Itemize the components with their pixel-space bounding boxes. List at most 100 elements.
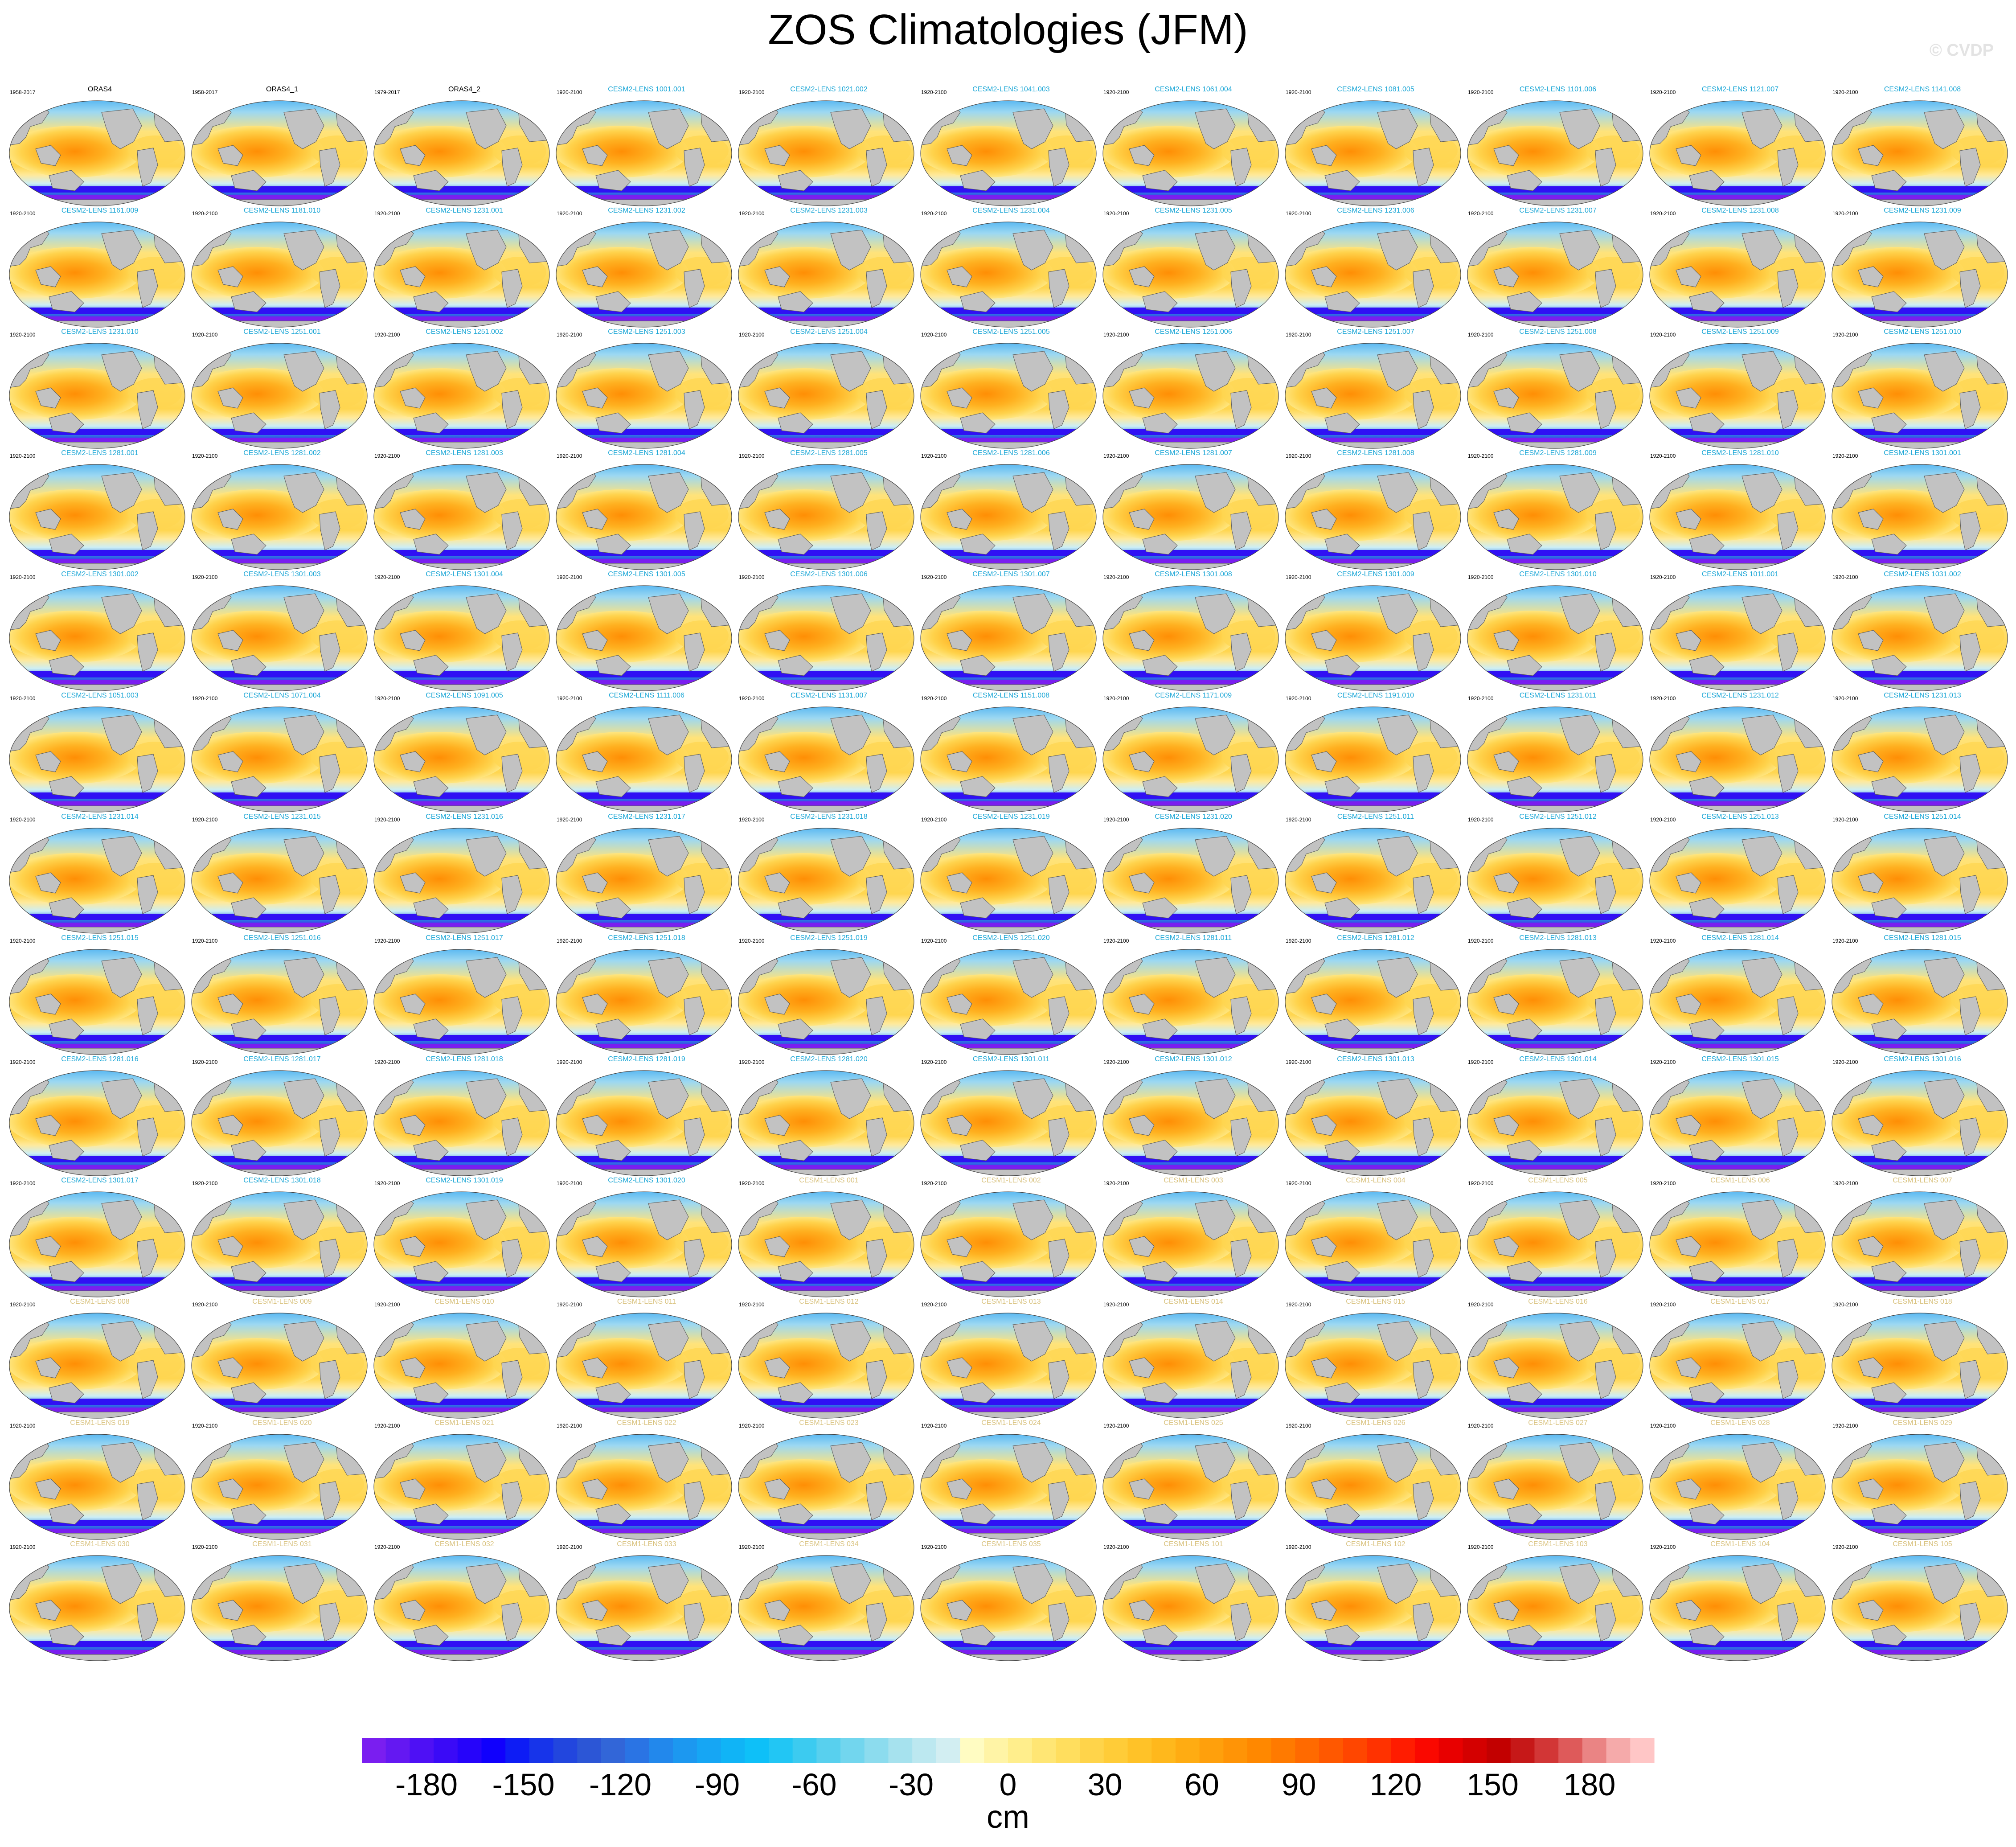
map-panel: 1920-2100 CESM2-LENS 1231.006 [1278,207,1461,328]
global-map [1649,706,1826,813]
map-panel: 1920-2100 CESM2-LENS 1301.020 [549,1177,732,1298]
global-map [191,1070,368,1176]
map-panel: 1920-2100 CESM2-LENS 1231.014 [2,813,185,934]
panel-title: CESM1-LENS 035 [981,1540,1041,1548]
global-map [9,1070,185,1176]
panel-title: CESM2-LENS 1301.006 [790,571,868,578]
panel-period: 1920-2100 [1832,695,1858,702]
map-panel: 1920-2100 CESM2-LENS 1171.009 [1095,692,1279,813]
panel-title: CESM2-LENS 1281.005 [790,449,868,457]
colorbar-tick-label: -60 [791,1767,836,1801]
map-panel: 1920-2100 CESM2-LENS 1251.009 [1642,328,1826,449]
global-map [738,464,914,570]
panel-title: CESM2-LENS 1101.006 [1519,86,1597,93]
global-map [1649,1191,1826,1297]
map-panel: 1920-2100 CESM2-LENS 1301.006 [731,571,914,692]
map-panel: 1958-2017 ORAS4 [2,86,185,207]
global-map [1102,1313,1279,1419]
panel-period: 1920-2100 [1832,210,1858,217]
map-panel: 1920-2100 CESM2-LENS 1071.004 [184,692,368,813]
panel-period: 1920-2100 [192,817,218,823]
panel-title: CESM2-LENS 1281.012 [1337,934,1414,942]
panel-period: 1920-2100 [1468,574,1494,580]
map-panel: 1920-2100 CESM2-LENS 1251.010 [1824,328,2008,449]
global-map [1285,1555,1461,1661]
map-panel: 1920-2100 CESM1-LENS 008 [2,1298,185,1419]
panel-period: 1920-2100 [374,1180,400,1186]
map-panel: 1920-2100 CESM2-LENS 1141.008 [1824,86,2008,207]
global-map [9,1191,185,1297]
global-map [9,343,185,449]
panel-title: CESM1-LENS 013 [981,1298,1041,1305]
map-panel: 1920-2100 CESM2-LENS 1231.007 [1460,207,1643,328]
panel-title: CESM1-LENS 015 [1346,1298,1405,1305]
global-map [556,343,732,449]
panel-title: CESM2-LENS 1251.012 [1519,813,1597,821]
colorbar-swatch [505,1738,530,1763]
map-panel: 1920-2100 CESM2-LENS 1251.012 [1460,813,1643,934]
panel-period: 1920-2100 [1650,332,1676,338]
map-panel: 1920-2100 CESM2-LENS 1281.001 [2,449,185,571]
panel-period: 1920-2100 [739,1301,765,1308]
panel-title: CESM2-LENS 1251.010 [1884,328,1961,336]
panel-title: CESM1-LENS 016 [1528,1298,1588,1305]
panel-period: 1920-2100 [192,1059,218,1065]
panel-period: 1920-2100 [557,1544,582,1550]
panel-title: CESM2-LENS 1281.007 [1155,449,1232,457]
colorbar-swatch [1080,1738,1104,1763]
global-map [9,585,185,691]
panel-period: 1920-2100 [921,1180,947,1186]
map-panel: 1920-2100 CESM2-LENS 1281.002 [184,449,368,571]
panel-title: CESM2-LENS 1151.008 [972,692,1050,699]
colorbar-swatch [1175,1738,1200,1763]
map-panel: 1920-2100 CESM2-LENS 1281.019 [549,1055,732,1177]
map-panel: 1920-2100 CESM2-LENS 1301.012 [1095,1055,1279,1177]
panel-period: 1920-2100 [10,574,36,580]
colorbar-swatch [1271,1738,1296,1763]
panel-period: 1920-2100 [1832,817,1858,823]
global-map [191,1191,368,1297]
map-panel: 1920-2100 CESM2-LENS 1091.005 [366,692,550,813]
panel-period: 1920-2100 [1468,332,1494,338]
panel-title: CESM1-LENS 023 [799,1419,859,1427]
map-panel: 1920-2100 CESM1-LENS 033 [549,1540,732,1662]
panel-title: CESM2-LENS 1301.019 [426,1177,503,1184]
map-panel: 1920-2100 CESM2-LENS 1301.004 [366,571,550,692]
global-map [1832,585,2008,691]
panel-period: 1920-2100 [1103,210,1129,217]
global-map [738,585,914,691]
map-panel: 1920-2100 CESM2-LENS 1251.018 [549,934,732,1055]
panel-title: CESM2-LENS 1231.016 [426,813,503,821]
panel-period: 1920-2100 [1286,332,1311,338]
map-panel: 1920-2100 CESM2-LENS 1231.010 [2,328,185,449]
panel-title: CESM1-LENS 005 [1528,1177,1588,1184]
global-map [191,949,368,1055]
global-map [1467,1070,1643,1176]
colorbar-swatch [1391,1738,1415,1763]
map-panel: 1920-2100 CESM2-LENS 1231.020 [1095,813,1279,934]
colorbar-tick-label: -120 [589,1767,652,1801]
colorbar-swatch [362,1738,386,1763]
panel-title: CESM2-LENS 1191.010 [1337,692,1414,699]
panel-title: CESM2-LENS 1231.004 [972,207,1050,214]
global-map [191,343,368,449]
global-map [738,1070,914,1176]
global-map [191,585,368,691]
panel-title: CESM2-LENS 1281.002 [243,449,321,457]
panel-period: 1920-2100 [1832,938,1858,944]
panel-period: 1920-2100 [374,817,400,823]
map-panel: 1920-2100 CESM2-LENS 1251.004 [731,328,914,449]
global-map [1102,1191,1279,1297]
colorbar-swatch [936,1738,961,1763]
global-map [373,222,550,328]
panel-period: 1958-2017 [10,89,36,95]
panel-period: 1920-2100 [557,817,582,823]
panel-title: CESM2-LENS 1231.010 [61,328,139,336]
panel-period: 1920-2100 [1286,1180,1311,1186]
global-map [1285,222,1461,328]
panel-period: 1920-2100 [739,453,765,459]
global-map [373,464,550,570]
panel-period: 1920-2100 [1832,1059,1858,1065]
panel-title: CESM2-LENS 1301.014 [1519,1055,1597,1063]
panel-title: CESM1-LENS 029 [1893,1419,1952,1427]
